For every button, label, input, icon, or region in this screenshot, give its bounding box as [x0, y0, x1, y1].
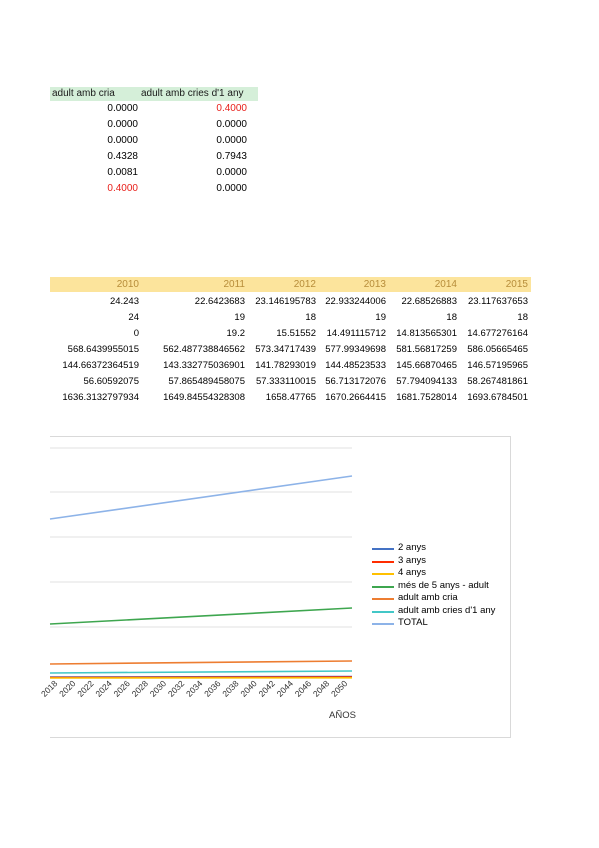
years-table-cell: 23.117637653 [467, 296, 528, 307]
years-table-cell: 58.267481861 [467, 376, 528, 387]
legend-swatch [372, 610, 394, 613]
years-table-header: 2010 2011 2012 2013 2014 2015 [50, 277, 531, 292]
years-table-cell: 22.68526883 [401, 296, 457, 307]
years-table-cell: 14.491115712 [326, 328, 386, 339]
legend-swatch [372, 585, 394, 588]
year-header-2014: 2014 [434, 279, 457, 290]
years-table-cell: 22.6423683 [194, 296, 245, 307]
years-table-cell: 141.78293019 [255, 360, 316, 371]
legend-label: adult amb cria [398, 592, 458, 603]
top-table-cell: 0.0000 [216, 167, 247, 178]
years-table-cell: 18 [446, 312, 457, 323]
years-table-cell: 1693.6784501 [467, 392, 528, 403]
years-table-cell: 19 [375, 312, 386, 323]
legend-label: adult amb cries d'1 any [398, 604, 496, 616]
legend-swatch [372, 560, 394, 563]
top-table-cell: 0.0000 [107, 103, 138, 114]
legend-label: TOTAL [398, 617, 428, 628]
top-table-cell: 0.4328 [107, 151, 138, 162]
years-table-cell: 18 [305, 312, 316, 323]
year-header-2010: 2010 [116, 279, 139, 290]
year-header-2013: 2013 [363, 279, 386, 290]
years-table-cell: 14.677276164 [467, 328, 528, 339]
years-table-cell: 0 [133, 328, 139, 339]
legend-swatch [372, 573, 394, 575]
legend-label: 4 anys [398, 567, 426, 578]
years-table-cell: 143.332775036901 [163, 360, 245, 371]
years-table-cell: 56.60592075 [83, 376, 139, 387]
years-table-cell: 577.99349698 [325, 344, 386, 355]
years-table-cell: 1636.3132797934 [62, 392, 139, 403]
years-table-cell: 22.933244006 [325, 296, 386, 307]
top-table-cell: 0.0000 [216, 135, 247, 146]
top-table-cell: 0.0000 [107, 119, 138, 130]
years-table-cell: 56.713172076 [325, 376, 386, 387]
years-table-cell: 573.34717439 [255, 344, 316, 355]
years-table-cell: 562.487738846562 [163, 344, 245, 355]
top-table-cell: 0.0081 [107, 167, 138, 178]
years-table-cell: 24.243 [109, 296, 139, 307]
years-table-cell: 57.794094133 [396, 376, 457, 387]
years-table-cell: 1681.7528014 [396, 392, 457, 403]
header-adult-amb-cria: adult amb cria [52, 88, 115, 99]
legend-label: 3 anys [398, 554, 426, 566]
header-adult-amb-cries: adult amb cries d'1 any [141, 88, 244, 99]
legend-label: més de 5 anys - adult [398, 579, 489, 591]
years-table-cell: 14.813565301 [396, 328, 457, 339]
years-table-cell: 19.2 [226, 328, 246, 339]
legend-swatch [372, 548, 394, 550]
years-table-cell: 15.51552 [276, 328, 316, 339]
top-table-cell: 0.4000 [216, 103, 247, 114]
years-table-cell: 57.333110015 [255, 376, 316, 387]
legend-swatch [372, 623, 394, 625]
top-table-header: adult amb cria adult amb cries d'1 any [50, 87, 258, 101]
years-table-cell: 586.05665465 [467, 344, 528, 355]
years-table-cell: 144.6637236451​9 [62, 360, 139, 371]
years-table-cell: 19 [234, 312, 245, 323]
years-table-cell: 581.56817259 [396, 344, 457, 355]
years-table-cell: 568.6439955015 [67, 344, 139, 355]
years-table-cell: 57.865489458075 [168, 376, 245, 387]
years-table-cell: 144.48523533 [325, 360, 386, 371]
years-table-cell: 18 [517, 312, 528, 323]
year-header-2015: 2015 [505, 279, 528, 290]
legend-swatch [372, 598, 394, 600]
years-table-cell: 24 [128, 312, 139, 323]
top-table-cell: 0.0000 [107, 135, 138, 146]
top-table-cell: 0.7943 [216, 151, 247, 162]
chart-frame [50, 436, 511, 738]
years-table-cell: 1670.2664415 [325, 392, 386, 403]
years-table-cell: 145.66870465 [396, 360, 457, 371]
legend-label: 2 anys [398, 542, 426, 553]
year-header-2012: 2012 [293, 279, 316, 290]
years-table-cell: 1658.47765 [265, 392, 316, 403]
years-table-cell: 146.57195965 [467, 360, 528, 371]
year-header-2011: 2011 [223, 279, 245, 290]
top-table-cell: 0.0000 [216, 183, 247, 194]
top-table-cell: 0.0000 [216, 119, 247, 130]
years-table-cell: 23.146195783 [255, 296, 316, 307]
years-table-cell: 1649.84554328308 [163, 392, 245, 403]
top-table-cell: 0.4000 [107, 183, 138, 194]
